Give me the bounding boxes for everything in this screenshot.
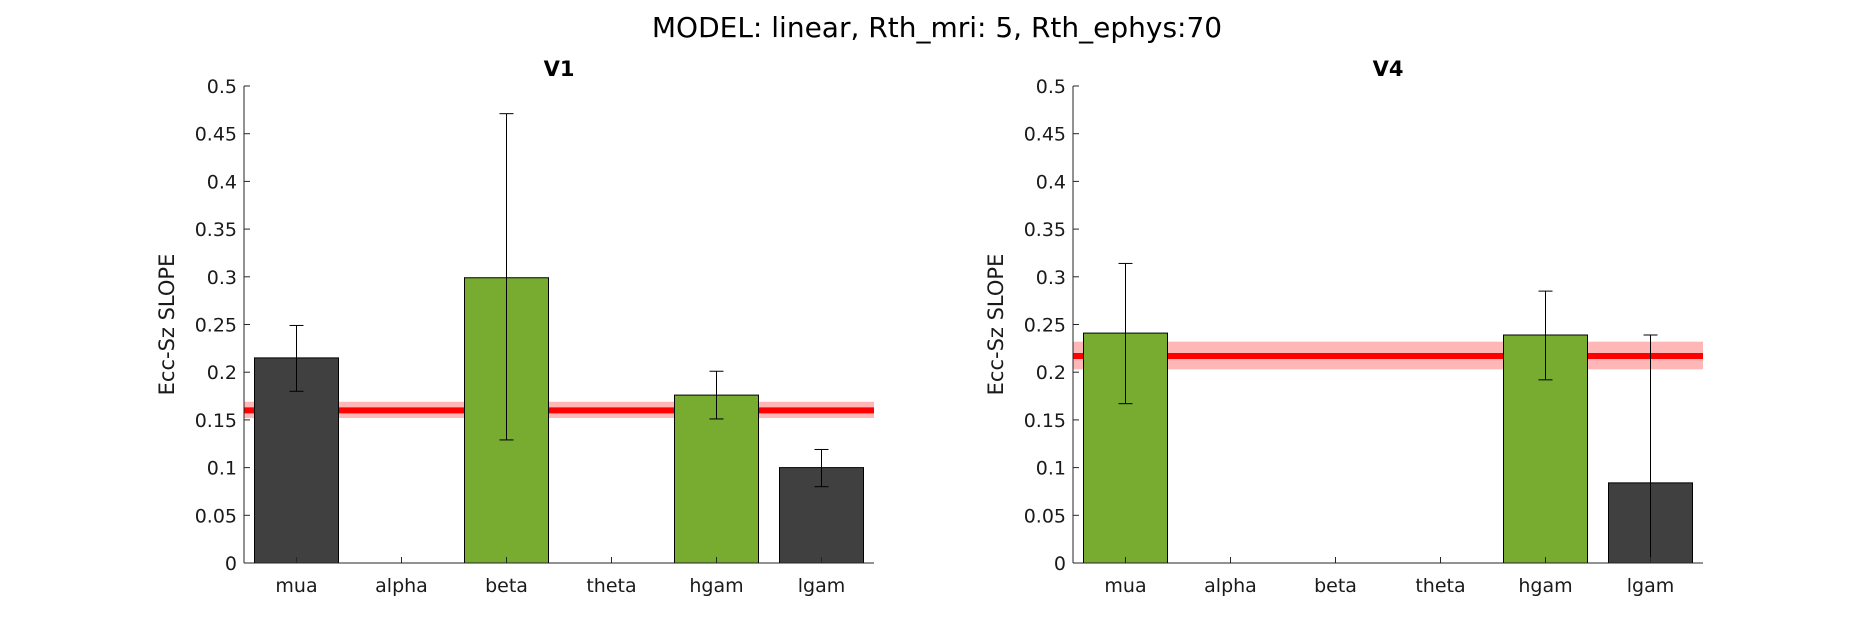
x-tick-label: theta	[586, 575, 636, 597]
x-tick-label: mua	[1104, 575, 1146, 597]
y-tick-label: 0.2	[207, 362, 237, 384]
x-tick-label: hgam	[1518, 575, 1572, 597]
y-tick-label: 0.3	[207, 267, 237, 289]
x-tick-label: beta	[485, 575, 528, 597]
x-tick-label: lgam	[798, 575, 846, 597]
y-tick-label: 0.2	[1036, 362, 1066, 384]
bar-hgam	[674, 394, 759, 564]
bar-mua	[254, 357, 339, 564]
y-tick-label: 0.15	[1024, 410, 1066, 432]
x-tick-label: beta	[1314, 575, 1357, 597]
panel-title: V4	[1373, 57, 1404, 81]
y-tick-label: 0	[225, 553, 237, 575]
y-tick-label: 0	[1054, 553, 1066, 575]
y-tick-label: 0.25	[1024, 315, 1066, 337]
chart-panel-v1: 0 0.05 0.1 0.15 0.2 0.25 0.3 0.35 0.4 0.45 0.5 mua a…	[155, 57, 874, 597]
y-tick-label: 0.1	[1036, 458, 1066, 480]
y-tick-label: 0.05	[195, 505, 237, 527]
x-tick-label: alpha	[375, 575, 428, 597]
y-tick-label: 0.45	[195, 124, 237, 146]
x-tick-label: alpha	[1204, 575, 1257, 597]
errorbar-hgam	[1538, 290, 1553, 381]
x-tick-label: lgam	[1627, 575, 1675, 597]
y-tick-label: 0.45	[1024, 124, 1066, 146]
chart-panel-v4: 0 0.05 0.1 0.15 0.2 0.25 0.3 0.35 0.4 0.45 0.5 mua a…	[984, 57, 1703, 597]
y-tick-label: 0.5	[1036, 76, 1066, 98]
y-axis-label: Ecc-Sz SLOPE	[155, 254, 179, 396]
errorbar-mua	[289, 324, 304, 392]
y-tick-label: 0.3	[1036, 267, 1066, 289]
chart-panels: 0 0.05 0.1 0.15 0.2 0.25 0.3 0.35 0.4 0.45 0.5 mua a…	[155, 57, 1703, 597]
errorbar-lgam	[814, 448, 829, 488]
panel-title: V1	[544, 57, 575, 81]
y-tick-label: 0.4	[1036, 171, 1066, 193]
errorbar-beta	[499, 113, 514, 441]
y-tick-label: 0.5	[207, 76, 237, 98]
y-tick-label: 0.35	[195, 219, 237, 241]
x-tick-label: theta	[1415, 575, 1465, 597]
y-tick-label: 0.35	[1024, 219, 1066, 241]
y-tick-label: 0.25	[195, 315, 237, 337]
figure-suptitle: MODEL: linear, Rth_mri: 5, Rth_ephys:70	[652, 11, 1222, 44]
y-tick-label: 0.4	[207, 171, 237, 193]
y-axis-label: Ecc-Sz SLOPE	[984, 254, 1008, 396]
errorbar-mua	[1118, 262, 1133, 405]
x-tick-label: hgam	[689, 575, 743, 597]
y-tick-label: 0.1	[207, 458, 237, 480]
x-tick-label: mua	[275, 575, 317, 597]
errorbar-hgam	[709, 370, 724, 420]
y-tick-label: 0.05	[1024, 505, 1066, 527]
y-tick-label: 0.15	[195, 410, 237, 432]
